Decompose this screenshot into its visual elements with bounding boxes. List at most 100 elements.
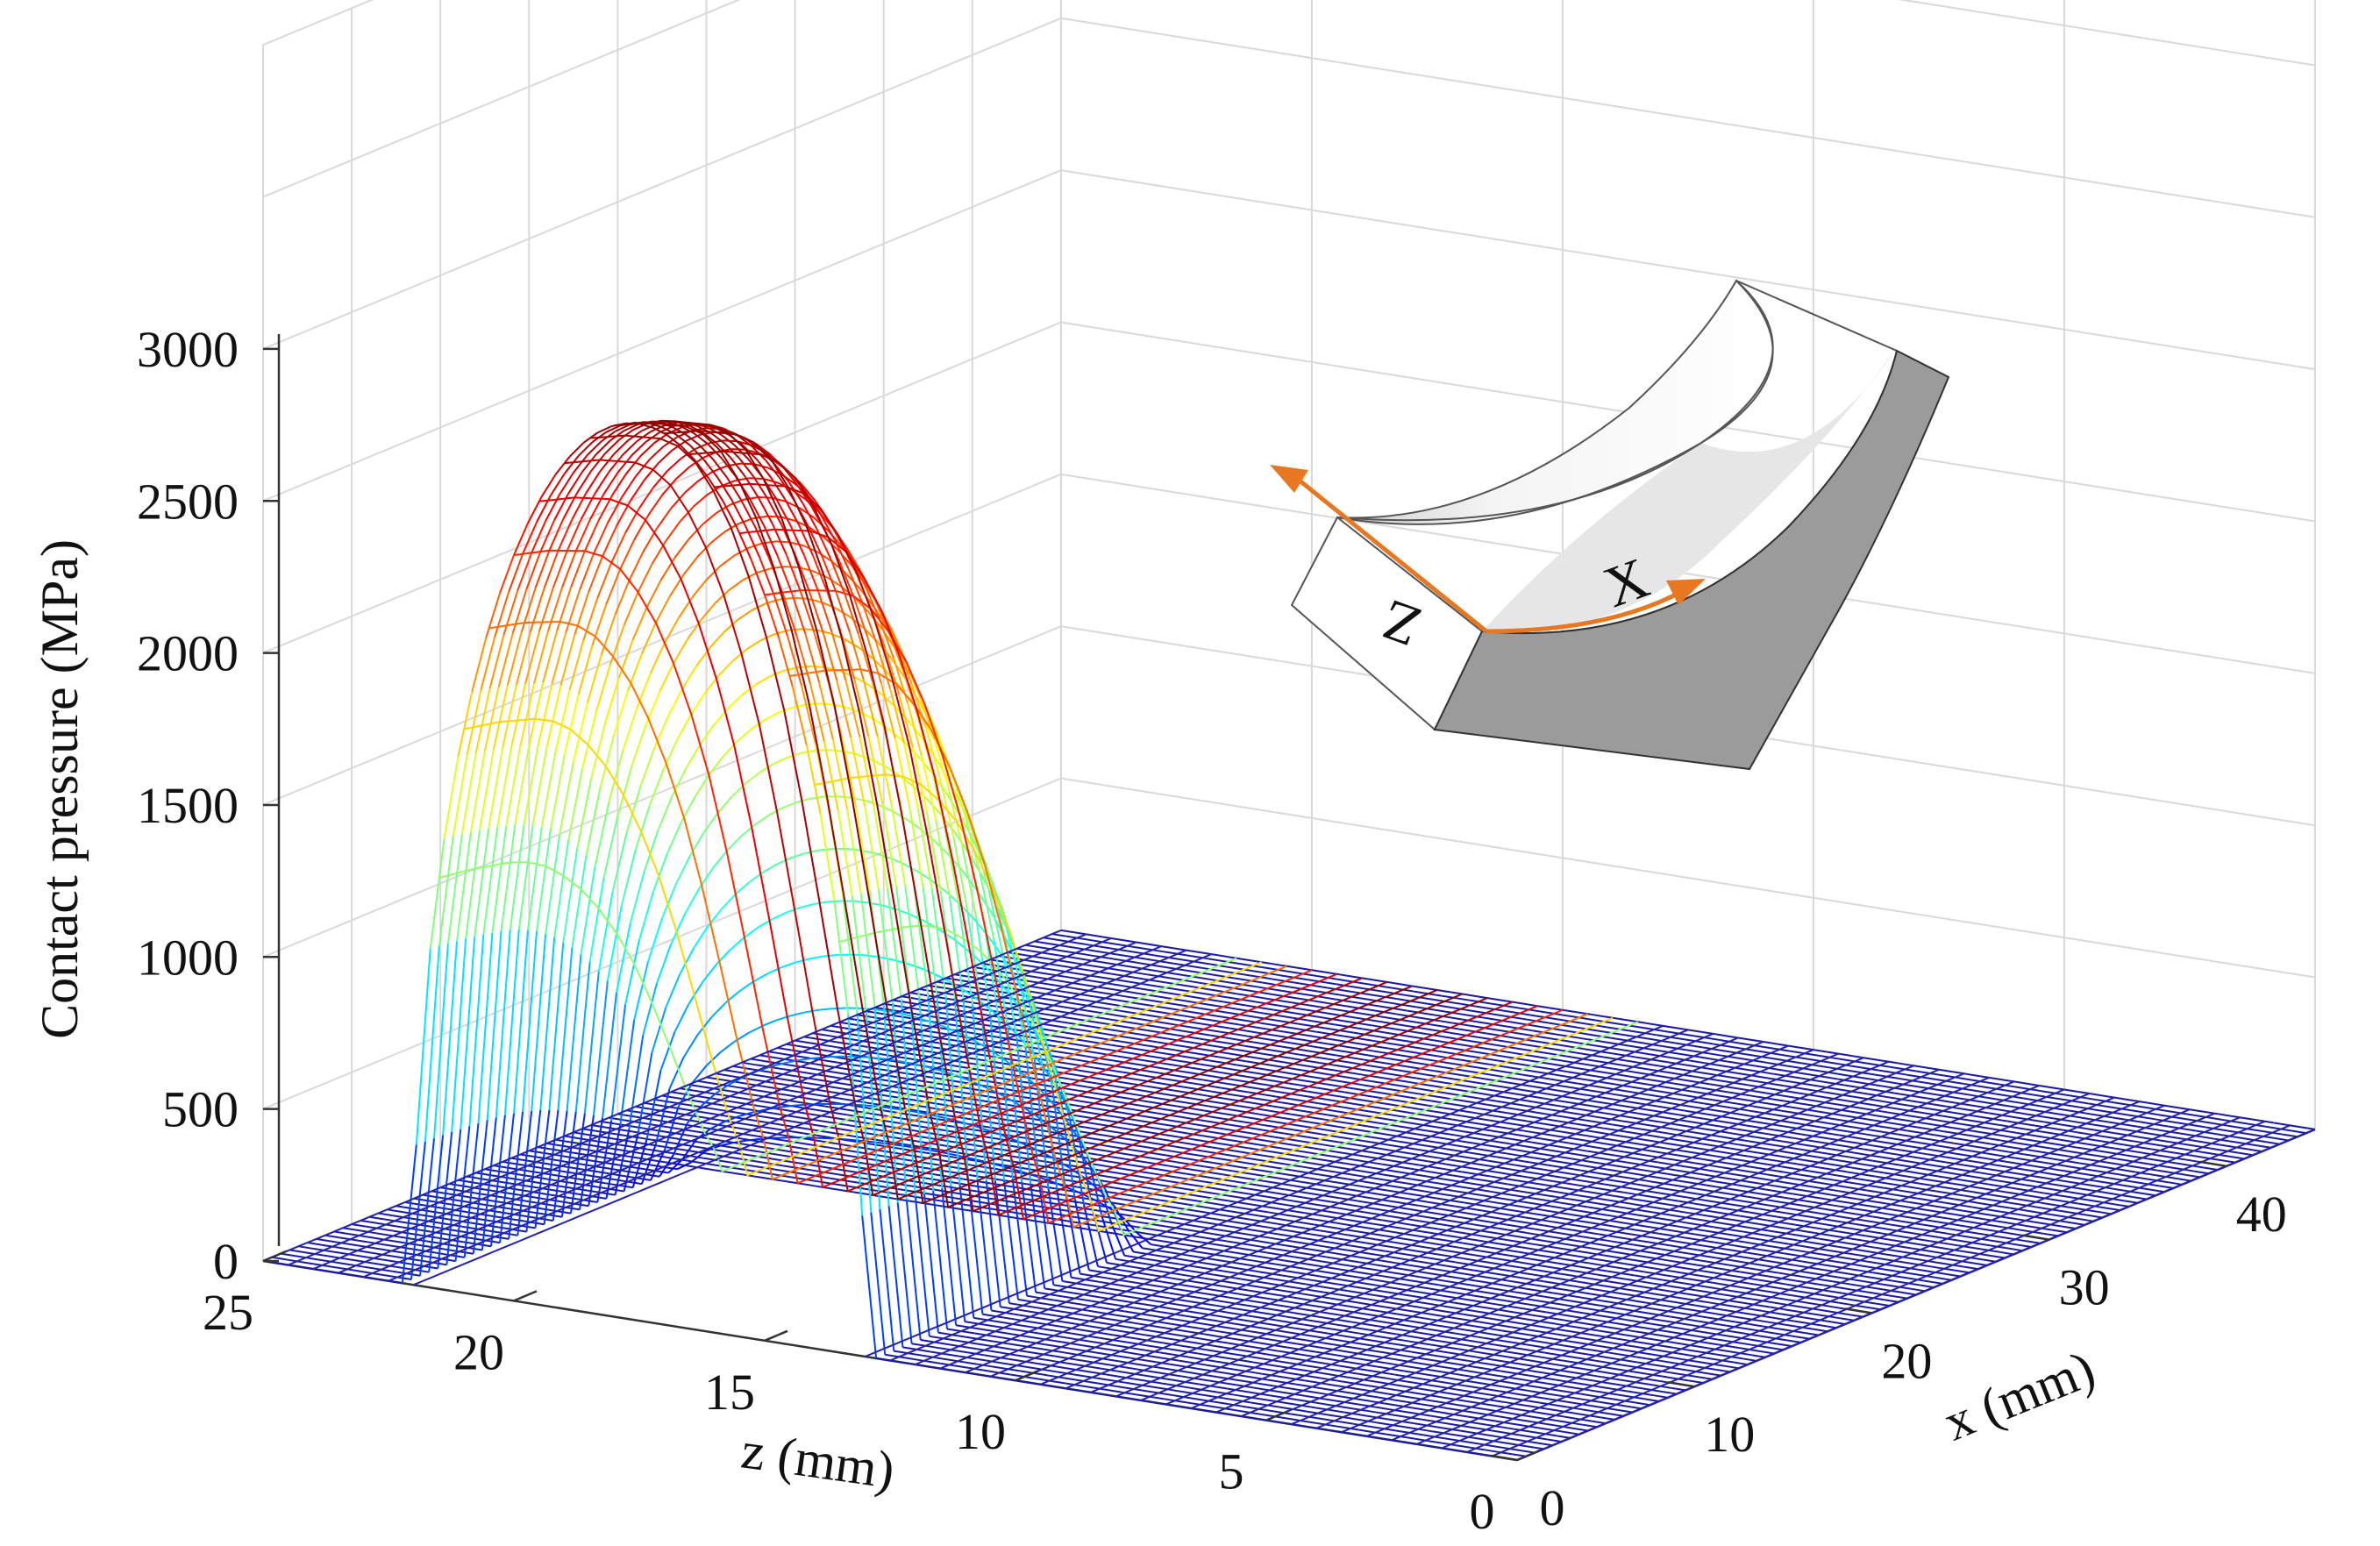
surface-x-line	[1160, 1031, 1176, 1037]
surface-x-line	[1399, 1140, 1414, 1145]
surface-x-line	[1334, 1247, 1349, 1251]
surface-x-line	[1162, 1047, 1177, 1051]
surface-x-line	[2012, 1182, 2027, 1186]
surface-x-line	[2114, 1203, 2129, 1208]
surface-x-line	[1443, 1234, 1458, 1238]
surface-x-line	[1487, 1215, 1502, 1220]
surface-x-line	[1664, 1126, 1678, 1131]
surface-x-line	[1521, 1073, 1536, 1078]
surface-x-line	[1496, 1100, 1511, 1105]
surface-x-line	[1065, 1158, 1080, 1164]
surface-x-line	[1208, 1100, 1222, 1105]
surface-x-line	[858, 1085, 873, 1090]
surface-x-line	[1362, 1139, 1377, 1144]
surface-x-line	[1860, 1172, 1875, 1178]
surface-x-line	[1522, 1089, 1538, 1094]
surface-x-line	[1085, 1111, 1100, 1115]
grid-line	[1060, 473, 2316, 674]
surface-x-line	[1361, 1180, 1376, 1185]
surface-x-line	[1225, 980, 1240, 986]
surface-x-line	[1263, 1108, 1279, 1114]
surface-x-line	[1684, 1150, 1699, 1155]
surface-x-line	[1715, 1089, 1730, 1094]
surface-x-line	[1291, 1169, 1306, 1173]
surface-x-line	[2138, 1161, 2154, 1166]
surface-x-line	[1657, 1105, 1672, 1110]
surface-x-line	[1263, 1052, 1279, 1058]
surface-x-line	[875, 1078, 891, 1082]
surface-x-line	[2024, 1168, 2040, 1173]
surface-x-line	[1458, 1140, 1473, 1144]
surface-x-line	[1678, 1241, 1692, 1245]
surface-x-line	[929, 1000, 944, 1004]
surface-x-line	[1548, 1118, 1564, 1123]
surface-x-line	[880, 1068, 894, 1072]
surface-x-line	[997, 1163, 1012, 1168]
surface-x-line	[1994, 1189, 2009, 1193]
surface-x-line	[1646, 1134, 1661, 1138]
surface-x-line	[1254, 1224, 1269, 1229]
surface-x-line	[1137, 1129, 1151, 1134]
surface-x-line	[1525, 1231, 1541, 1236]
surface-x-line	[1806, 1067, 1821, 1072]
surface-x-line	[1142, 967, 1157, 972]
surface-x-line	[617, 1113, 632, 1117]
surface-x-line	[1764, 1244, 1780, 1249]
surface-x-line	[1370, 1232, 1385, 1237]
surface-x-line	[1504, 1025, 1519, 1029]
surface-x-line	[1306, 1075, 1322, 1079]
surface-x-line	[2100, 1145, 2115, 1150]
surface-x-line	[1182, 1071, 1197, 1075]
surface-x-line	[2172, 1131, 2188, 1136]
surface-x-line	[1629, 1157, 1644, 1161]
surface-x-line	[1418, 1260, 1433, 1265]
surface-x-line	[1963, 1194, 1977, 1199]
surface-x-line	[1609, 1077, 1624, 1082]
surface-x-line	[1502, 1009, 1518, 1014]
surface-x-line	[1110, 1084, 1125, 1089]
surface-x-line	[1097, 986, 1112, 990]
surface-x-line	[1225, 1148, 1240, 1153]
surface-x-line	[1137, 1185, 1151, 1190]
surface-x-line	[1616, 1058, 1632, 1063]
surface-x-line	[1717, 1160, 1732, 1165]
surface-x-line	[1262, 1149, 1277, 1154]
surface-x-line	[1154, 1010, 1169, 1015]
surface-x-line	[1379, 1132, 1394, 1137]
surface-x-line	[1709, 1236, 1724, 1240]
surface-x-line	[841, 1051, 857, 1057]
surface-x-line	[1694, 1218, 1709, 1222]
surface-x-line	[2163, 1119, 2177, 1124]
surface-x-line	[1897, 1062, 1912, 1066]
surface-x-line	[1969, 1104, 1984, 1108]
surface-x-line	[1603, 1279, 1618, 1284]
surface-x-line	[1958, 1092, 1974, 1097]
surface-x-line	[1432, 1151, 1447, 1155]
surface-x-line	[1453, 1190, 1468, 1194]
surface-x-line	[1450, 1143, 1464, 1148]
surface-x-line	[1843, 1084, 1858, 1088]
surface-x-line	[1625, 1054, 1641, 1059]
surface-x-line	[1787, 1131, 1803, 1136]
surface-x-line	[835, 1086, 850, 1091]
surface-x-line	[1156, 1081, 1171, 1086]
surface-x-line	[1837, 1174, 1852, 1179]
surface-x-line	[1828, 1178, 1843, 1183]
surface-x-line	[769, 1122, 784, 1127]
surface-x-line	[1556, 1155, 1571, 1160]
surface-x-line	[2092, 1164, 2108, 1169]
surface-x-line	[2083, 1152, 2098, 1157]
surface-x-line	[1379, 1061, 1393, 1065]
surface-x-line	[1585, 1175, 1600, 1179]
surface-x-line	[1386, 1042, 1401, 1046]
surface-x-line	[1137, 1200, 1153, 1205]
surface-x-line	[764, 1115, 779, 1121]
surface-x-line	[1600, 1080, 1615, 1086]
surface-x-line	[1420, 1012, 1436, 1016]
surface-x-line	[2193, 1155, 2208, 1159]
surface-x-line	[1296, 1063, 1311, 1068]
surface-x-line	[1721, 1278, 1736, 1283]
surface-x-line	[1817, 1207, 1832, 1211]
surface-x-line	[1253, 1208, 1268, 1214]
surface-x-line	[831, 1096, 846, 1101]
